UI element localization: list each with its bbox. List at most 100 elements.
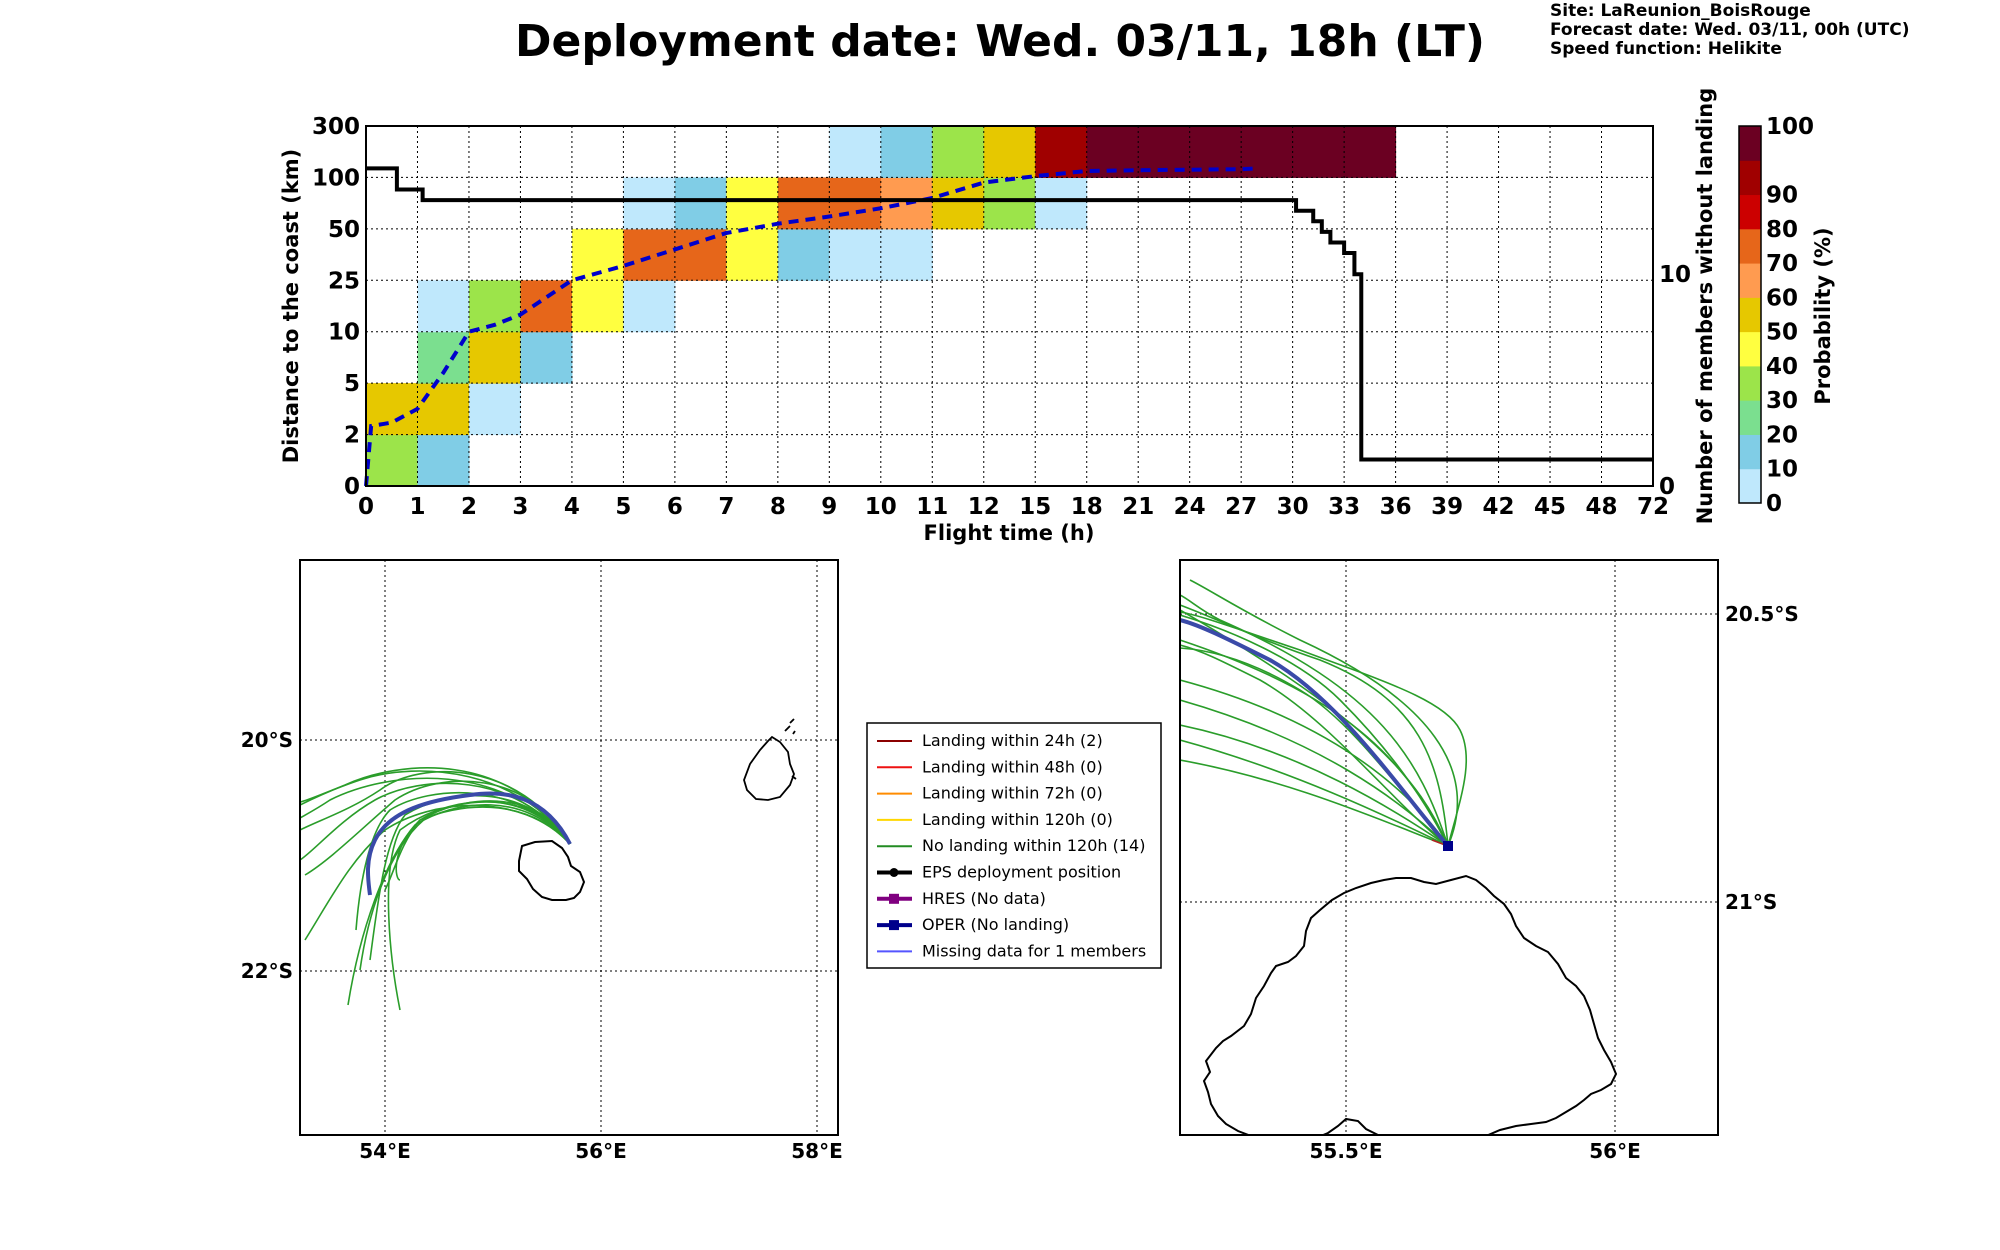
members-without-landing-series (366, 166, 1653, 462)
colorbar-band (1739, 194, 1761, 230)
map-zoom-lat-tick: 21°S (1725, 890, 1777, 914)
members-step-line (366, 166, 1653, 462)
legend-label: HRES (No data) (922, 889, 1046, 908)
zoom-trajectory (1180, 724, 1449, 847)
y-tick-label: 300 (312, 114, 360, 140)
colorbar-frame (1738, 125, 1762, 504)
speed-function-label: Speed function: Helikite (1550, 39, 1782, 59)
colorbar-band (1739, 331, 1761, 367)
forecast-metadata: Site: LaReunion_BoisRouge Forecast date:… (1550, 2, 1909, 59)
y-tick-label: 50 (328, 217, 360, 243)
heatmap-cell (829, 177, 882, 230)
map-wide-lon-tick: 58°E (791, 1139, 843, 1163)
heatmap-cell (983, 126, 1036, 178)
heatmap-cell (417, 383, 470, 436)
heatmap-cell (623, 228, 676, 281)
colorbar-tick-label: 90 (1766, 183, 1798, 209)
x-tick-label: 48 (1586, 494, 1618, 520)
x-axis-ticks: 0 1 2 3 4 5 6 7 8 9 10 11 12 15 18 21 24 27 30 33 36 39 42 45 48… (358, 494, 1669, 520)
colorbar-band (1739, 400, 1761, 435)
zoom-trajectory (1180, 611, 1468, 847)
heatmap-grid (366, 126, 1653, 486)
zoom-trajectory (1180, 639, 1449, 847)
map-zoom-lon-tick: 55.5°E (1309, 1139, 1382, 1163)
heatmap-cell (520, 280, 573, 333)
heatmap-cell (623, 280, 676, 333)
heatmap-cell (726, 177, 779, 230)
map-wide-lat-tick: 20°S (241, 728, 293, 752)
zoom-trajectory (1180, 699, 1449, 847)
x-tick-label: 21 (1122, 494, 1154, 520)
x-tick-label: 39 (1431, 494, 1463, 520)
y-tick-label: 2 (344, 423, 360, 449)
colorbar (1738, 125, 1762, 504)
x-tick-label: 11 (916, 494, 948, 520)
heatmap-cell (777, 228, 830, 281)
map-wide: 54°E 56°E 58°E 20°S 22°S (241, 559, 843, 1163)
x-tick-label: 3 (512, 494, 528, 520)
x-tick-label: 12 (968, 494, 1000, 520)
legend-label: Landing within 120h (0) (922, 810, 1113, 829)
heatmap-cell (1035, 126, 1088, 178)
heatmap-cell (932, 126, 985, 178)
y2-tick-label: 10 (1659, 262, 1691, 288)
colorbar-band (1739, 297, 1761, 333)
heatmap-cell (1344, 126, 1397, 178)
heatmap-cell (417, 434, 470, 487)
colorbar-tick-label: 0 (1766, 491, 1782, 517)
x-tick-label: 0 (358, 494, 374, 520)
heatmap-cell (366, 434, 418, 487)
colorbar-band (1739, 160, 1761, 196)
legend-item: EPS deployment position (877, 863, 1121, 882)
median-distance-line (364, 166, 1259, 487)
colorbar-band (1739, 434, 1761, 470)
y-tick-label: 100 (312, 165, 360, 191)
x-tick-label: 30 (1277, 494, 1309, 520)
x-tick-label: 42 (1483, 494, 1515, 520)
zoom-trajectory (1180, 604, 1449, 847)
heatmap-cell (829, 126, 882, 178)
heatmap-cell (417, 331, 470, 384)
legend-item: No landing within 120h (14) (877, 836, 1145, 855)
heatmap-cell (366, 383, 418, 436)
wide-trajectories (300, 767, 571, 1011)
zoom-trajectory (1180, 759, 1449, 847)
heatmap-cell (829, 228, 882, 281)
wide-trajectory (304, 780, 571, 876)
legend-label: No landing within 120h (14) (922, 836, 1145, 855)
y2-axis-label: Number of members without landing (1693, 88, 1717, 525)
y-tick-label: 25 (328, 268, 360, 294)
x-tick-label: 6 (667, 494, 683, 520)
page-title: Deployment date: Wed. 03/11, 18h (LT) (515, 16, 1485, 67)
heatmap-cell (726, 228, 779, 281)
colorbar-band (1739, 365, 1761, 401)
legend-label: OPER (No landing) (922, 915, 1069, 934)
legend-box (866, 722, 1162, 969)
zoom-trajectory (1180, 594, 1449, 847)
x-tick-label: 2 (461, 494, 477, 520)
wide-trajectory (387, 800, 571, 1011)
legend-item: Landing within 48h (0) (877, 757, 1103, 776)
y2-tick-label: 0 (1659, 474, 1675, 500)
heatmap-cell (1035, 177, 1088, 230)
x-tick-label: 1 (409, 494, 425, 520)
colorbar-tick-label: 40 (1766, 354, 1798, 380)
x-tick-label: 10 (865, 494, 897, 520)
legend-item: Landing within 72h (0) (877, 784, 1103, 803)
colorbar-band (1739, 468, 1761, 504)
wide-trajectory (395, 806, 571, 881)
heatmap-cell (623, 177, 676, 230)
colorbar-band (1739, 263, 1761, 298)
legend-item: HRES (No data) (877, 889, 1046, 908)
zoom-trajectory (1180, 614, 1449, 847)
colorbar-tick-label: 60 (1766, 285, 1798, 311)
x-tick-label: 36 (1380, 494, 1412, 520)
colorbar-ticks: 0 10 20 30 40 50 60 70 80 90 100 (1766, 114, 1814, 517)
heatmap-cell (880, 126, 933, 178)
heatmap-cell (674, 228, 727, 281)
zoom-trajectory (1180, 739, 1449, 847)
colorbar-tick-label: 70 (1766, 251, 1798, 277)
legend-label: EPS deployment position (922, 863, 1121, 882)
zoom-oper-trajectory (1180, 618, 1450, 848)
heatmap-cells (366, 126, 1397, 487)
